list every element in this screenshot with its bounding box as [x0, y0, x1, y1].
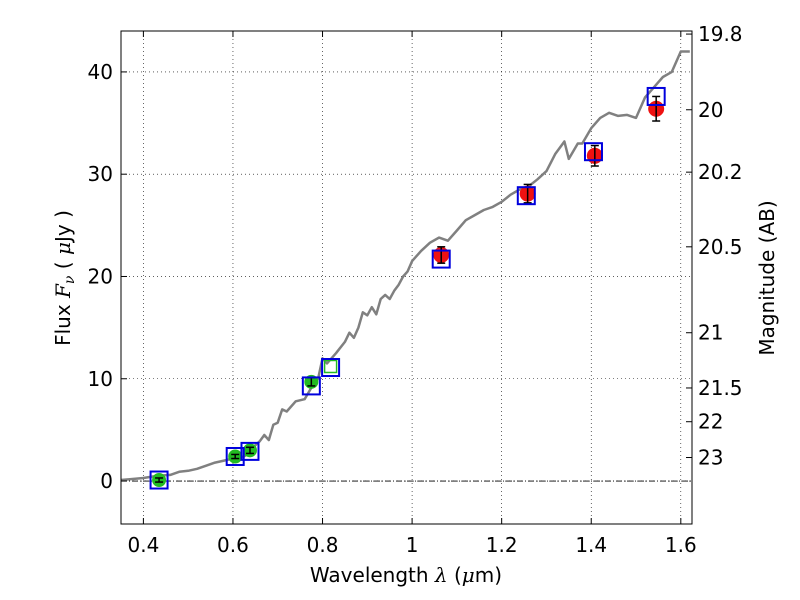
model-photometry-point — [431, 249, 451, 269]
y-axis-label: Flux Fν ( μJy ) — [51, 210, 78, 346]
axis-ticks: 0.4 0.6 0.8 1 1.2 1.4 1.6 0 10 20 30 40 19.8 20 20.2 20… — [88, 22, 743, 557]
mag-tick-label: 19.8 — [698, 22, 743, 46]
right-axis-label: Magnitude (AB) — [755, 200, 779, 355]
x-tick-label: 0.4 — [127, 533, 159, 557]
y-tick-label: 10 — [88, 367, 113, 391]
model-photometry-point — [321, 358, 341, 378]
x-tick-label: 0.6 — [217, 533, 249, 557]
mag-tick-label: 20.5 — [698, 235, 743, 259]
model-photometry-point — [516, 186, 536, 206]
model-photometry-point — [240, 441, 260, 461]
spectrum-line — [120, 50, 690, 482]
model-photometry-point — [225, 446, 245, 466]
mag-tick-label: 20 — [698, 98, 723, 122]
x-tick-label: 1.4 — [575, 533, 607, 557]
mag-tick-label: 23 — [698, 446, 723, 470]
model-photometry-point — [646, 86, 666, 106]
x-tick-label: 0.8 — [307, 533, 339, 557]
plot-frame — [120, 30, 693, 525]
x-tick-label: 1.6 — [665, 533, 697, 557]
data-points — [149, 86, 666, 490]
model-spectrum — [120, 50, 690, 482]
optical-open-point — [323, 359, 338, 374]
x-tick-label: 1.2 — [486, 533, 518, 557]
y-tick-label: 30 — [88, 162, 113, 186]
y-tick-label: 20 — [88, 264, 113, 288]
mag-tick-label: 21 — [698, 321, 723, 345]
mag-tick-label: 20.2 — [698, 160, 743, 184]
y-tick-label: 0 — [100, 469, 113, 493]
y-tick-label: 40 — [88, 60, 113, 84]
model-photometry-point — [149, 470, 169, 490]
mag-tick-label: 21.5 — [698, 376, 743, 400]
model-photometry-point — [583, 142, 603, 162]
mag-tick-label: 22 — [698, 410, 723, 434]
x-axis-label: Wavelength λ (μm) — [310, 563, 502, 587]
model-photometry-point — [301, 376, 321, 396]
x-tick-label: 1 — [406, 533, 419, 557]
grid — [121, 31, 692, 524]
